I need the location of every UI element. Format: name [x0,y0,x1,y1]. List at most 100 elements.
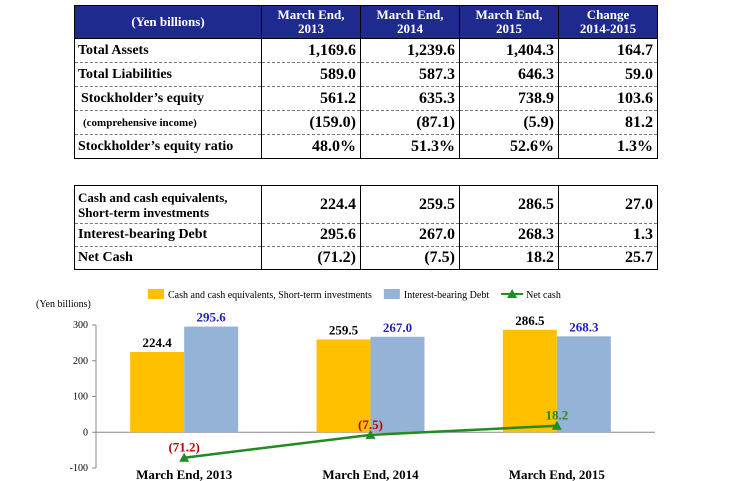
bar-value-label: 259.5 [329,322,359,337]
cell-value: 224.4 [261,185,361,224]
header-cell: Change 2014-2015 [558,5,658,39]
net-cash-chart: (Yen billions) 300 200 100 0 -100 224.4 295.6 Ma… [36,289,655,481]
y-tick-label: 100 [73,392,88,403]
line-value-label: (71.2) [168,440,199,455]
y-tick-label: 200 [73,356,88,367]
cell-value: 27.0 [558,185,658,224]
bar-value-label: 295.6 [197,310,227,325]
legend-marker [507,289,518,298]
legend-label: Cash and cash equivalents, Short-term in… [168,290,372,301]
y-tick-label: 0 [83,427,88,438]
cell-value: 1.3 [558,223,658,247]
header-line: Change [586,7,630,22]
x-tick-label: March End, 2013 [136,467,233,481]
line-point [551,420,562,430]
x-tick-label: March End, 2015 [509,467,606,481]
line-point [365,429,376,439]
bar [184,326,239,433]
cell-value: 1.3% [558,134,658,159]
balance-sheet-table: (Yen billions) March End, 2013 March End,… [74,5,658,159]
header-line: March End, [475,7,543,22]
header-line: March End, [277,7,345,22]
header-cell: March End, 2015 [459,5,559,39]
y-tick-label: 300 [73,320,88,331]
cell-value: 103.6 [558,86,658,111]
header-line: March End, [376,7,444,22]
cell-value: (7.5) [360,246,460,270]
cell-value: 81.2 [558,110,658,135]
cell-value: 59.0 [558,62,658,87]
bar-value-label: 268.3 [569,319,599,334]
line-value-label: 18.2 [545,408,568,423]
y-tick-label: -100 [70,463,88,474]
legend-swatch [383,289,400,299]
bar [370,336,425,433]
bar [556,336,611,433]
header-line: 2013 [298,21,324,36]
cell-value: 51.3% [360,134,460,159]
line-value-label: (7.5) [358,417,383,432]
table-row: Cash and cash equivalents, Short-term inv… [74,185,658,224]
cell-value: 48.0% [261,134,361,159]
cell-value: 646.3 [459,62,559,87]
row-label: Cash and cash equivalents, Short-term inv… [74,185,262,224]
table-row: Net Cash (71.2) (7.5) 18.2 25.7 [74,246,658,270]
cell-value: (87.1) [360,110,460,135]
bar-value-label: 224.4 [143,335,173,350]
bar [316,339,371,433]
cell-value: 164.7 [558,38,658,63]
header-line: 2014 [397,21,423,36]
row-label: Net Cash [74,246,262,270]
cell-value: 52.6% [459,134,559,159]
legend-label: Net cash [526,290,561,301]
cell-value: 635.3 [360,86,460,111]
row-label: Total Assets [74,38,262,63]
row-label: Stockholder’s equity [74,86,262,111]
y-axis-label: (Yen billions) [36,299,91,310]
cell-value: 587.3 [360,62,460,87]
header-line: 2015 [496,21,522,36]
bar [502,329,557,433]
header-line: 2014-2015 [579,21,637,36]
header-cell: March End, 2014 [360,5,460,39]
cell-value: 295.6 [261,223,361,247]
row-label: Interest-bearing Debt [74,223,262,247]
cell-value: (71.2) [261,246,361,270]
cell-value: 267.0 [360,223,460,247]
bar-value-label: 267.0 [383,320,412,335]
bar [130,352,185,433]
cell-value: (159.0) [261,110,361,135]
cell-value: 286.5 [459,185,559,224]
cell-value: 1,169.6 [261,38,361,63]
table-header-row: (Yen billions) March End, 2013 March End,… [74,5,658,39]
header-cell: (Yen billions) [74,5,262,39]
net-cash-table: Cash and cash equivalents, Short-term inv… [74,185,658,270]
cell-value: 738.9 [459,86,559,111]
cell-value: (5.9) [459,110,559,135]
legend-label: Interest-bearing Debt [404,290,489,301]
legend-swatch [148,289,164,299]
cell-value: 589.0 [261,62,361,87]
cell-value: 18.2 [459,246,559,270]
row-label: (comprehensive income) [74,110,262,135]
cell-value: 259.5 [360,185,460,224]
cell-value: 1,404.3 [459,38,559,63]
table-row: Total Liabilities 589.0 587.3 646.3 59.0 [74,62,658,87]
row-label: Stockholder’s equity ratio [74,134,262,159]
table-row: Stockholder’s equity 561.2 635.3 738.9 1… [74,86,658,111]
x-tick-label: March End, 2014 [322,467,419,481]
row-label-line: Cash and cash equivalents, [78,189,228,205]
cell-value: 1,239.6 [360,38,460,63]
cell-value: 25.7 [558,246,658,270]
cell-value: 268.3 [459,223,559,247]
header-cell: March End, 2013 [261,5,361,39]
table-row: Interest-bearing Debt 295.6 267.0 268.3 … [74,223,658,247]
table-row: Total Assets 1,169.6 1,239.6 1,404.3 164… [74,38,658,63]
table-row: (comprehensive income) (159.0) (87.1) (5… [74,110,658,135]
cell-value: 561.2 [261,86,361,111]
table-row: Stockholder’s equity ratio 48.0% 51.3% 5… [74,134,658,159]
bar-value-label: 286.5 [515,313,545,328]
line-point [179,452,190,462]
row-label: Total Liabilities [74,62,262,87]
row-label-line: Short-term investments [78,204,210,220]
